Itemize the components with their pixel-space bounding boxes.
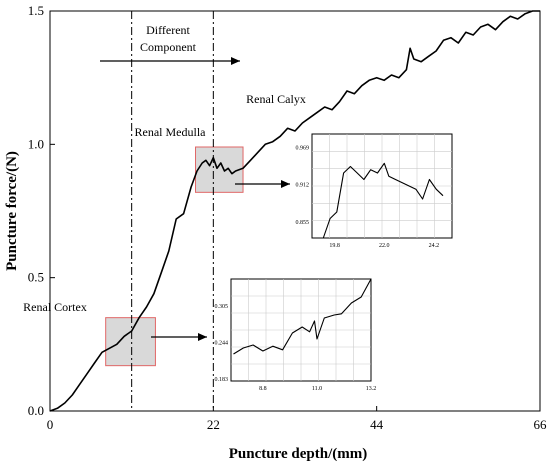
y-tick-label: 0.0 [28, 403, 44, 418]
cortex-inset: 8.8 11.0 13.2 0.183 0.244 0.305 [215, 278, 377, 392]
arrows [100, 57, 290, 341]
different-component-arrow-head [231, 57, 240, 65]
x-axis-label: Puncture depth/(mm) [229, 446, 367, 462]
different-component-label-line2: Component [140, 40, 197, 54]
inset-x-tick-label: 19.8 [329, 243, 340, 249]
series-layer [49, 10, 540, 412]
inset-line [233, 278, 372, 355]
inset-y-tick-label: 0.244 [215, 341, 229, 347]
x-tick-label: 22 [207, 417, 220, 432]
inset-line [322, 162, 444, 239]
inset-x-tick-label: 24.2 [429, 243, 440, 249]
plot-border [49, 10, 541, 412]
plot-frame [49, 10, 541, 412]
insets: 19.8 22.0 24.2 0.855 0.912 0.969 8.8 11.0 13.2 0.… [215, 133, 453, 392]
inset-x-tick-label: 11.0 [312, 386, 322, 392]
y-tick-label: 0.5 [28, 270, 44, 285]
x-tick-label: 0 [47, 417, 54, 432]
cortex-region-box [105, 317, 156, 367]
x-tick-label: 44 [370, 417, 384, 432]
medulla-region-box [195, 146, 244, 193]
inset-y-tick-label: 0.183 [215, 377, 229, 383]
inset-x-tick-label: 8.8 [259, 386, 267, 392]
renal-medulla-label: Renal Medulla [135, 125, 207, 139]
axis-ticks: 0 22 44 66 0.0 0.5 1.0 1.5 [28, 3, 547, 432]
medulla-inset: 19.8 22.0 24.2 0.855 0.912 0.969 [296, 133, 453, 249]
medulla-inset-arrow-head [281, 180, 290, 188]
x-tick-label: 66 [534, 417, 548, 432]
cortex-inset-arrow-head [198, 333, 207, 341]
force-depth-line [49, 10, 540, 412]
different-component-label-line1: Different [146, 23, 190, 37]
inset-x-tick-label: 13.2 [366, 386, 377, 392]
highlight-boxes [105, 146, 244, 367]
y-axis-label: Puncture force/(N) [4, 151, 20, 271]
vertical-dashed-lines [131, 11, 214, 411]
renal-cortex-label: Renal Cortex [23, 300, 87, 314]
y-tick-label: 1.0 [28, 136, 44, 151]
inset-y-tick-label: 0.912 [296, 183, 310, 189]
renal-calyx-label: Renal Calyx [246, 92, 306, 106]
inset-x-tick-label: 22.0 [379, 243, 390, 249]
inset-y-tick-label: 0.855 [296, 220, 310, 226]
y-tick-label: 1.5 [28, 3, 44, 18]
inset-y-tick-label: 0.305 [215, 304, 229, 310]
inset-y-tick-label: 0.969 [296, 146, 310, 152]
